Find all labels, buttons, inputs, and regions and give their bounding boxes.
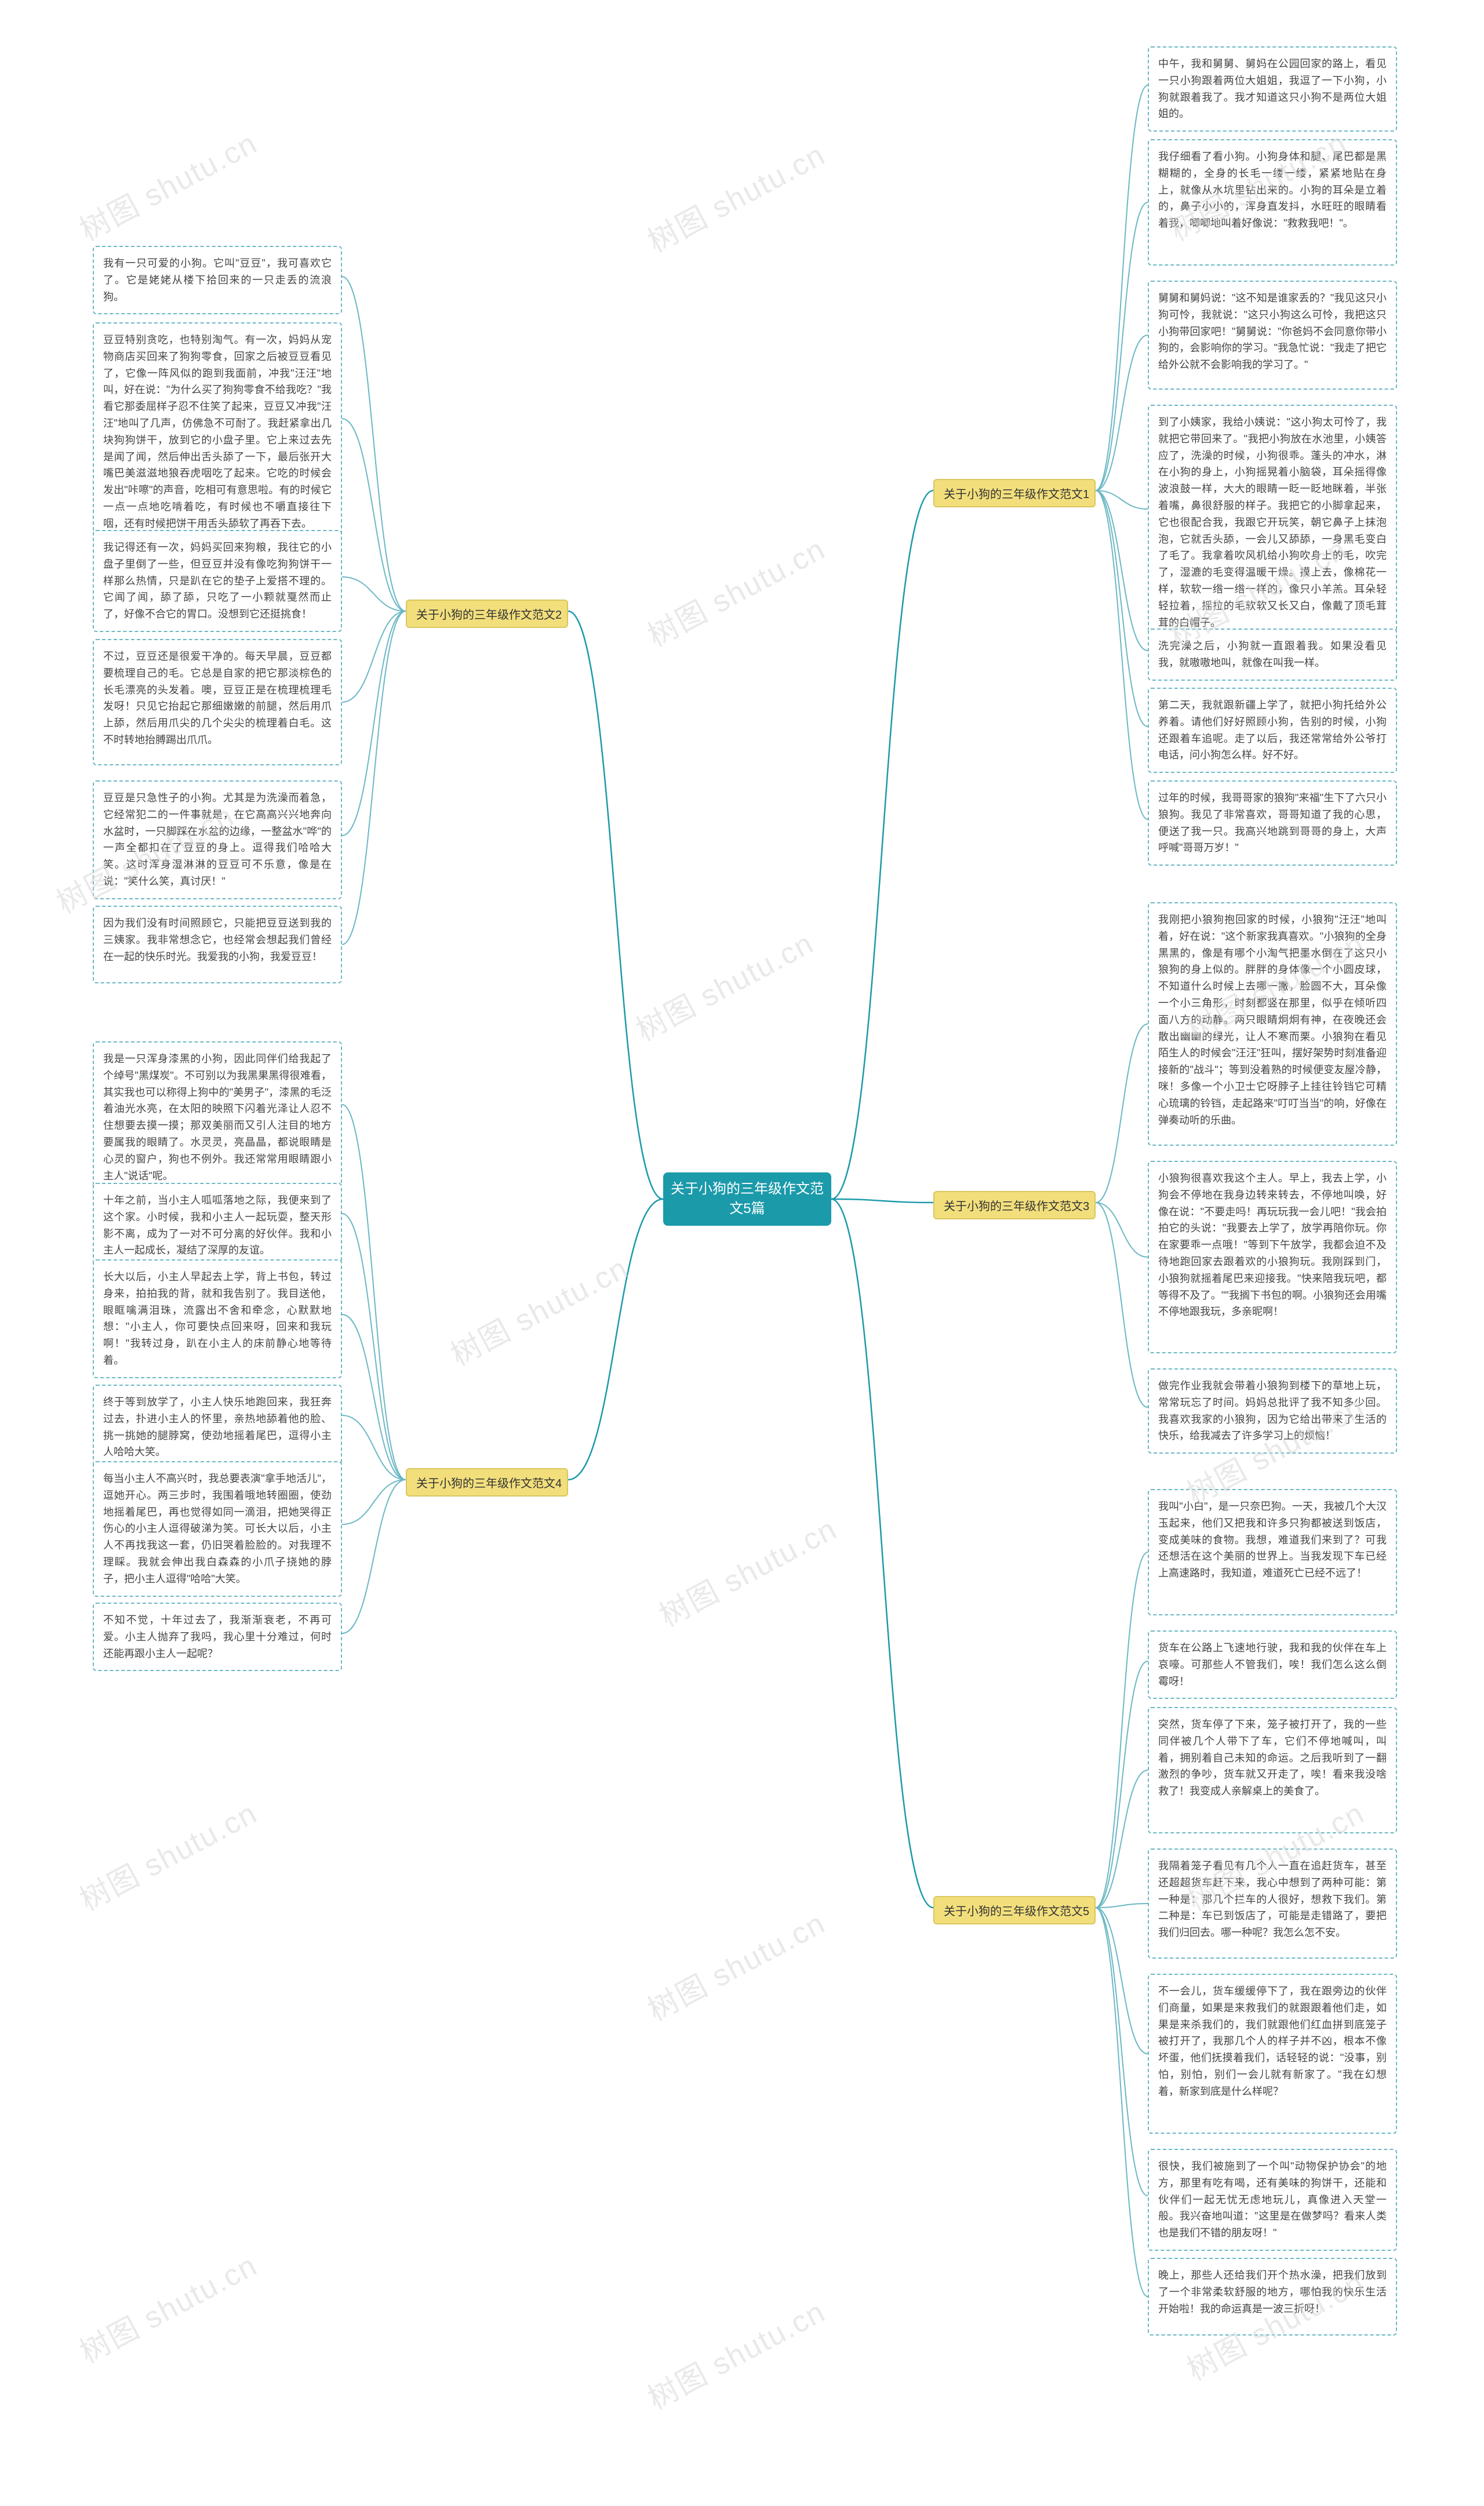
leaf-node: 我仔细看了看小狗。小狗身体和腿、尾巴都是黑糊糊的，全身的长毛一缕一缕，紧紧地贴在… — [1148, 139, 1397, 266]
watermark: 树图 shutu.cn — [71, 119, 264, 249]
leaf-node: 我刚把小狼狗抱回家的时候，小狼狗"汪汪"地叫着，好在说："这个新家我真喜欢。"小… — [1148, 902, 1397, 1146]
watermark: 树图 shutu.cn — [442, 1244, 635, 1374]
leaf-node: 中午，我和舅舅、舅妈在公园回家的路上，看见一只小狗跟着两位大姐姐，我逗了一下小狗… — [1148, 46, 1397, 132]
leaf-node: 做完作业我就会带着小狼狗到楼下的草地上玩，常常玩忘了时间。妈妈总批评了我不知多少… — [1148, 1368, 1397, 1454]
watermark: 树图 shutu.cn — [639, 2287, 832, 2417]
leaf-node: 终于等到放学了，小主人快乐地跑回来，我狂奔过去，扑进小主人的怀里，亲热地舔着他的… — [93, 1385, 342, 1470]
center-label: 关于小狗的三年级作文范文5篇 — [669, 1179, 825, 1218]
leaf-node: 很快，我们被施到了一个叫"动物保护协会"的地方，那里有吃有喝，还有美味的狗饼干，… — [1148, 2149, 1397, 2251]
leaf-node: 晚上，那些人还给我们开个热水澡，把我们放到了一个非常柔软舒服的地方，哪怕我的快乐… — [1148, 2258, 1397, 2336]
watermark: 树图 shutu.cn — [650, 1505, 843, 1635]
leaf-node: 不一会儿，货车缓缓停下了，我在跟旁边的伙伴们商量，如果是来救我们的就跟跟着他们走… — [1148, 1974, 1397, 2134]
leaf-node: 第二天，我就跟新疆上学了，就把小狗托给外公养着。请他们好好照顾小狗，告别的时候，… — [1148, 688, 1397, 773]
leaf-node: 豆豆特别贪吃，也特别淘气。有一次，妈妈从宠物商店买回来了狗狗零食，回家之后被豆豆… — [93, 322, 342, 542]
leaf-node: 每当小主人不高兴时，我总要表演"拿手地活儿"，逗她开心。两三步时，我围着哦地转圈… — [93, 1461, 342, 1597]
leaf-node: 十年之前，当小主人呱呱落地之际，我便来到了这个家。小时候，我和小主人一起玩耍，整… — [93, 1183, 342, 1268]
leaf-node: 过年的时候，我哥哥家的狼狗"来福"生下了六只小狼狗。我见了非常喜欢，哥哥知道了我… — [1148, 780, 1397, 866]
branch-1: 关于小狗的三年级作文范文1 — [933, 479, 1096, 507]
leaf-node: 洗完澡之后，小狗就一直跟着我。如果没看见我，就嗷嗷地叫，就像在叫我一样。 — [1148, 629, 1397, 681]
leaf-node: 因为我们没有时间照顾它，只能把豆豆送到我的三姨家。我非常想念它，也经常会想起我们… — [93, 906, 342, 983]
branch-4: 关于小狗的三年级作文范文4 — [406, 1468, 568, 1497]
center-node: 关于小狗的三年级作文范文5篇 — [663, 1172, 831, 1226]
leaf-node: 我隔着笼子看见有几个人一直在追赶货车，甚至还超超货车赶下来，我心中想到了两种可能… — [1148, 1848, 1397, 1959]
branch-5: 关于小狗的三年级作文范文5 — [933, 1896, 1096, 1924]
leaf-node: 我有一只可爱的小狗。它叫"豆豆"，我可喜欢它了。它是姥姥从楼下拾回来的一只走丢的… — [93, 246, 342, 314]
leaf-node: 我叫"小白"，是一只奈巴狗。一天，我被几个大汉玉起来，他们又把我和许多只狗都被送… — [1148, 1489, 1397, 1615]
watermark: 树图 shutu.cn — [71, 1789, 264, 1919]
leaf-node: 长大以后，小主人早起去上学，背上书包，转过身来，拍拍我的背，就和我告别了。我目送… — [93, 1259, 342, 1378]
leaf-node: 突然，货车停了下来，笼子被打开了，我的一些同伴被几个人带下了车，它们不停地喊叫，… — [1148, 1707, 1397, 1833]
watermark: 树图 shutu.cn — [639, 1899, 832, 2029]
watermark: 树图 shutu.cn — [639, 525, 832, 655]
leaf-node: 不知不觉，十年过去了，我渐渐衰老，不再可爱。小主人抛弃了我吗，我心里十分难过，何… — [93, 1603, 342, 1671]
watermark: 树图 shutu.cn — [71, 2241, 264, 2371]
leaf-node: 我是一只浑身漆黑的小狗，因此同伴们给我起了个绰号"黑煤炭"。不可别以为我黑果黑得… — [93, 1041, 342, 1193]
branch-2: 关于小狗的三年级作文范文2 — [406, 600, 568, 628]
leaf-node: 到了小姨家，我给小姨说："这小狗太可怜了，我就把它带回来了。"我把小狗放在水池里… — [1148, 405, 1397, 640]
leaf-node: 货车在公路上飞速地行驶，我和我的伙伴在车上哀嚎。可那些人不管我们，唉！我们怎么这… — [1148, 1630, 1397, 1699]
leaf-node: 舅舅和舅妈说："这不知是谁家丢的？"我见这只小狗可怜，我就说："这只小狗这么可怜… — [1148, 281, 1397, 390]
branch-3: 关于小狗的三年级作文范文3 — [933, 1191, 1096, 1219]
leaf-node: 我记得还有一次，妈妈买回来狗粮，我往它的小盘子里倒了一些，但豆豆并没有像吃狗狗饼… — [93, 530, 342, 632]
leaf-node: 小狼狗很喜欢我这个主人。早上，我去上学，小狗会不停地在我身边转来转去，不停地叫唤… — [1148, 1161, 1397, 1353]
watermark: 树图 shutu.cn — [639, 130, 832, 260]
watermark: 树图 shutu.cn — [627, 919, 820, 1049]
leaf-node: 豆豆是只急性子的小狗。尤其是为洗澡而着急，它经常犯二的一件事就是，在它高高兴兴地… — [93, 780, 342, 899]
leaf-node: 不过，豆豆还是很爱干净的。每天早晨，豆豆都要梳理自己的毛。它总是自家的把它那淡棕… — [93, 639, 342, 765]
